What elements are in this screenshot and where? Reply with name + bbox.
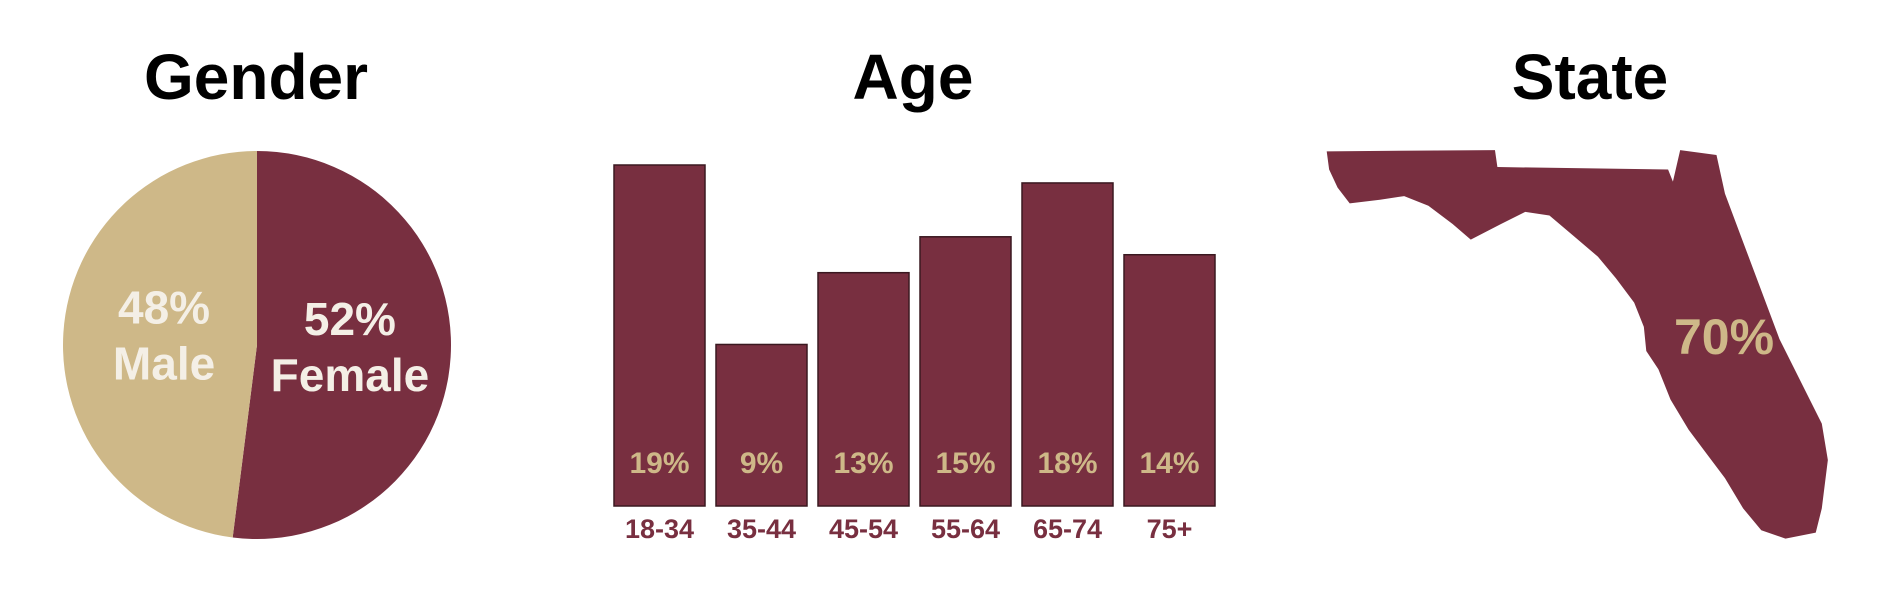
bar-value-label: 13% [833,447,893,480]
bar [613,164,706,507]
pie-value-label: 48% [118,281,210,333]
pie-category-label: Female [271,349,430,401]
x-tick-label: 55-64 [931,514,1000,544]
pie-slice [62,151,258,538]
bar-value-label: 9% [740,447,783,480]
x-tick-label: 65-74 [1033,514,1102,544]
bar-value-label: 14% [1139,447,1199,480]
bar [1123,253,1216,507]
bar [1021,182,1114,507]
bar-value-label: 19% [629,447,689,480]
pie-title: Gender [144,41,368,113]
bar [919,236,1012,507]
bar-value-label: 15% [935,447,995,480]
pie-category-label: Male [113,337,215,389]
bar-title: Age [853,41,974,113]
x-tick-label: 35-44 [727,514,796,544]
map-group [1326,150,1828,539]
bar [715,343,808,507]
x-tick-label: 45-54 [829,514,898,544]
x-tick-label: 18-34 [625,514,694,544]
map-title: State [1512,41,1669,113]
pie-value-label: 52% [304,293,396,345]
bar-value-label: 18% [1037,447,1097,480]
x-tick-label: 75+ [1147,514,1193,544]
bar [817,271,910,507]
pie-slice [232,151,451,539]
florida-shape [1326,150,1828,539]
map-value-label: 70% [1674,309,1774,365]
